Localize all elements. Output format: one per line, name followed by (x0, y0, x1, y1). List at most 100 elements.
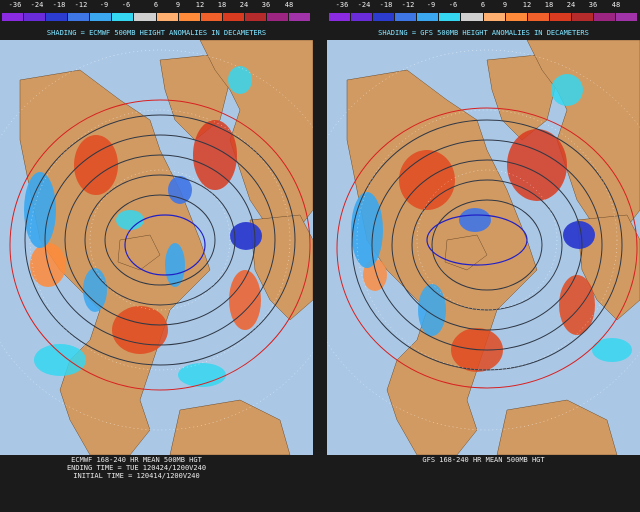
height-contour (431, 199, 543, 291)
gfs-panel: -36 -24 -18 -12 -9 -6 6 9 12 18 24 36 48 (327, 0, 640, 512)
colorbar-swatch (266, 13, 290, 21)
colorbar-swatch (90, 13, 113, 21)
colorbar-swatch (417, 13, 440, 21)
positive-anomaly-shading (193, 120, 237, 190)
colorbar-label: -24 (30, 1, 44, 9)
colorbar-swatch (46, 13, 69, 21)
colorbar-swatch (483, 13, 506, 21)
colorbar-label: 6 (153, 1, 159, 9)
colorbar-label: 48 (611, 1, 621, 9)
height-contour-low (124, 214, 206, 276)
colorbar-label: 18 (544, 1, 554, 9)
colorbar-swatch (439, 13, 462, 21)
height-contour-576 (9, 99, 311, 391)
negative-anomaly-shading (563, 221, 595, 249)
height-contour-low (426, 214, 528, 266)
colorbar-label: -36 (8, 1, 22, 9)
colorbar-swatch (112, 13, 135, 21)
arctic-island-land (444, 234, 488, 271)
negative-anomaly-shading (165, 243, 185, 287)
colorbar-swatch (329, 13, 352, 21)
map-caption: GFS 168-240 HR MEAN 500MB HGT (327, 456, 640, 464)
caption-line: INITIAL TIME = 120414/1200V240 (73, 472, 200, 480)
eurasia-land (199, 40, 313, 241)
graticule (356, 109, 618, 371)
colorbar-label: 9 (175, 1, 181, 9)
colorbar-label: -9 (426, 1, 436, 9)
colorbar-label: -9 (99, 1, 109, 9)
colorbar-swatch (571, 13, 594, 21)
height-contour (24, 114, 296, 366)
positive-anomaly-shading (399, 150, 455, 210)
colorbar-swatch (24, 13, 47, 21)
colorbar-label: -6 (121, 1, 131, 9)
colorbar-swatch (549, 13, 572, 21)
graticule (29, 109, 291, 371)
colorbar-swatch (244, 13, 267, 21)
height-contour (64, 154, 256, 326)
negative-anomaly-shading (178, 363, 226, 387)
colorbar-swatch (461, 13, 484, 21)
positive-anomaly-shading (507, 129, 567, 201)
colorbar-label: 36 (261, 1, 271, 9)
north-america-land (19, 69, 211, 455)
colorbar-swatch (373, 13, 396, 21)
colorbar-label: -18 (379, 1, 393, 9)
colorbar-label: 48 (284, 1, 294, 9)
ecmwf-anomaly-map (0, 40, 313, 455)
height-contour (411, 179, 563, 311)
colorbar-labels: -36 -24 -18 -12 -9 -6 6 9 12 18 24 36 48 (327, 1, 640, 11)
height-contour (371, 139, 603, 351)
colorbar-label: 12 (195, 1, 205, 9)
colorbar-swatch (2, 13, 25, 21)
negative-anomaly-shading (116, 210, 144, 230)
map-caption: ECMWF 168-240 HR MEAN 500MB HGT ENDING T… (0, 456, 293, 480)
colorbar-swatch (593, 13, 617, 21)
arctic-island-land (117, 234, 161, 271)
colorbar-labels: -36 -24 -18 -12 -9 -6 6 9 12 18 24 36 48 (0, 1, 313, 11)
negative-anomaly-shading (592, 338, 632, 362)
caption-line: ECMWF 168-240 HR MEAN 500MB HGT (71, 456, 202, 464)
south-america-land (496, 399, 618, 455)
positive-anomaly-shading (229, 270, 261, 330)
positive-anomaly-shading (112, 306, 168, 354)
colorbar-label: -24 (357, 1, 371, 9)
colorbar-label: -12 (74, 1, 88, 9)
colorbar-label: 9 (502, 1, 508, 9)
colorbar-label: 6 (480, 1, 486, 9)
graticule (89, 169, 231, 311)
colorbar-label: -36 (335, 1, 349, 9)
colorbar-swatch (68, 13, 91, 21)
colorbar-swatch (527, 13, 550, 21)
gfs-anomaly-map (327, 40, 640, 455)
height-contour (104, 194, 216, 286)
negative-anomaly-shading (351, 192, 383, 268)
colorbar-label: 24 (566, 1, 576, 9)
colorbar-swatch (178, 13, 201, 21)
caption-line: GFS 168-240 HR MEAN 500MB HGT (422, 456, 545, 464)
negative-anomaly-shading (228, 66, 252, 94)
colorbar-label: 36 (588, 1, 598, 9)
negative-anomaly-shading (168, 176, 192, 204)
height-contour (84, 174, 236, 306)
south-america-land (169, 399, 291, 455)
ecmwf-panel: -36 -24 -18 -12 -9 -6 6 9 12 18 24 36 48 (0, 0, 313, 512)
colorbar-swatch (505, 13, 528, 21)
height-contour-576 (336, 107, 638, 389)
height-contour (391, 159, 583, 331)
colorbar-swatch (156, 13, 179, 21)
negative-anomaly-shading (83, 268, 107, 312)
colorbar-swatches (329, 13, 639, 21)
colorbar-label: 12 (522, 1, 532, 9)
colorbar-swatch (200, 13, 223, 21)
positive-anomaly-shading (74, 135, 118, 195)
colorbar-swatches (2, 13, 312, 21)
colorbar-swatch (351, 13, 374, 21)
colorbar-label: 24 (239, 1, 249, 9)
negative-anomaly-shading (418, 284, 446, 336)
colorbar-label: -12 (401, 1, 415, 9)
caption-line: ENDING TIME = TUE 120424/1200V240 (66, 464, 207, 472)
map-title: SHADING = ECMWF 500MB HEIGHT ANOMALIES I… (46, 29, 267, 37)
colorbar-swatch (134, 13, 157, 21)
negative-anomaly-shading (459, 208, 491, 232)
